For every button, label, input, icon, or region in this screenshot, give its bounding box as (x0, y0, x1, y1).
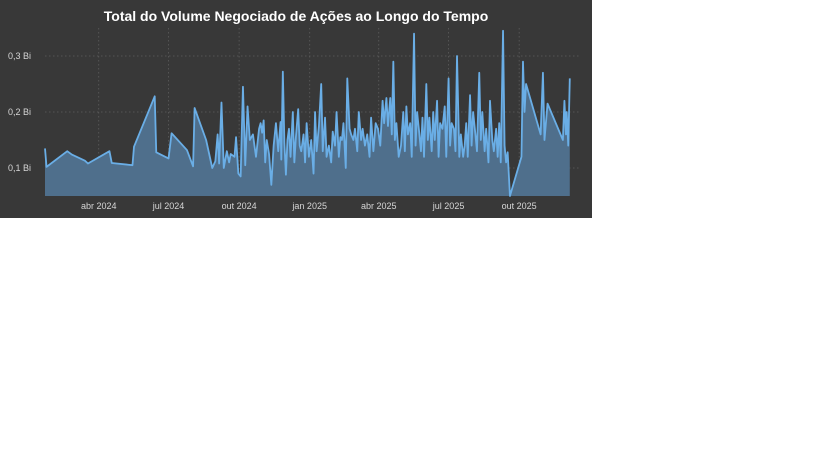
x-tick-label: out 2024 (222, 201, 257, 211)
x-tick-label: jul 2025 (432, 201, 465, 211)
y-axis-ticks: 0,1 Bi 0,2 Bi 0,3 Bi (8, 51, 31, 173)
x-tick-label: abr 2024 (81, 201, 117, 211)
x-tick-label: jul 2024 (152, 201, 185, 211)
y-tick-label: 0,1 Bi (8, 163, 31, 173)
area-fill (45, 30, 570, 196)
series-line (44, 29, 571, 197)
y-tick-label: 0,2 Bi (8, 107, 31, 117)
y-tick-label: 0,3 Bi (8, 51, 31, 61)
chart-title: Total do Volume Negociado de Ações ao Lo… (103, 8, 489, 24)
chart-panel: 0,1 Bi 0,2 Bi 0,3 Bi abr 2024 jul 2024 out 2… (0, 0, 592, 218)
x-tick-label: abr 2025 (361, 201, 397, 211)
x-axis-ticks: abr 2024 jul 2024 out 2024 jan 2025 abr 2025… (81, 201, 537, 211)
x-tick-label: jan 2025 (291, 201, 327, 211)
x-tick-label: out 2025 (502, 201, 537, 211)
chart-plot: 0,1 Bi 0,2 Bi 0,3 Bi abr 2024 jul 2024 out 2… (8, 28, 579, 211)
